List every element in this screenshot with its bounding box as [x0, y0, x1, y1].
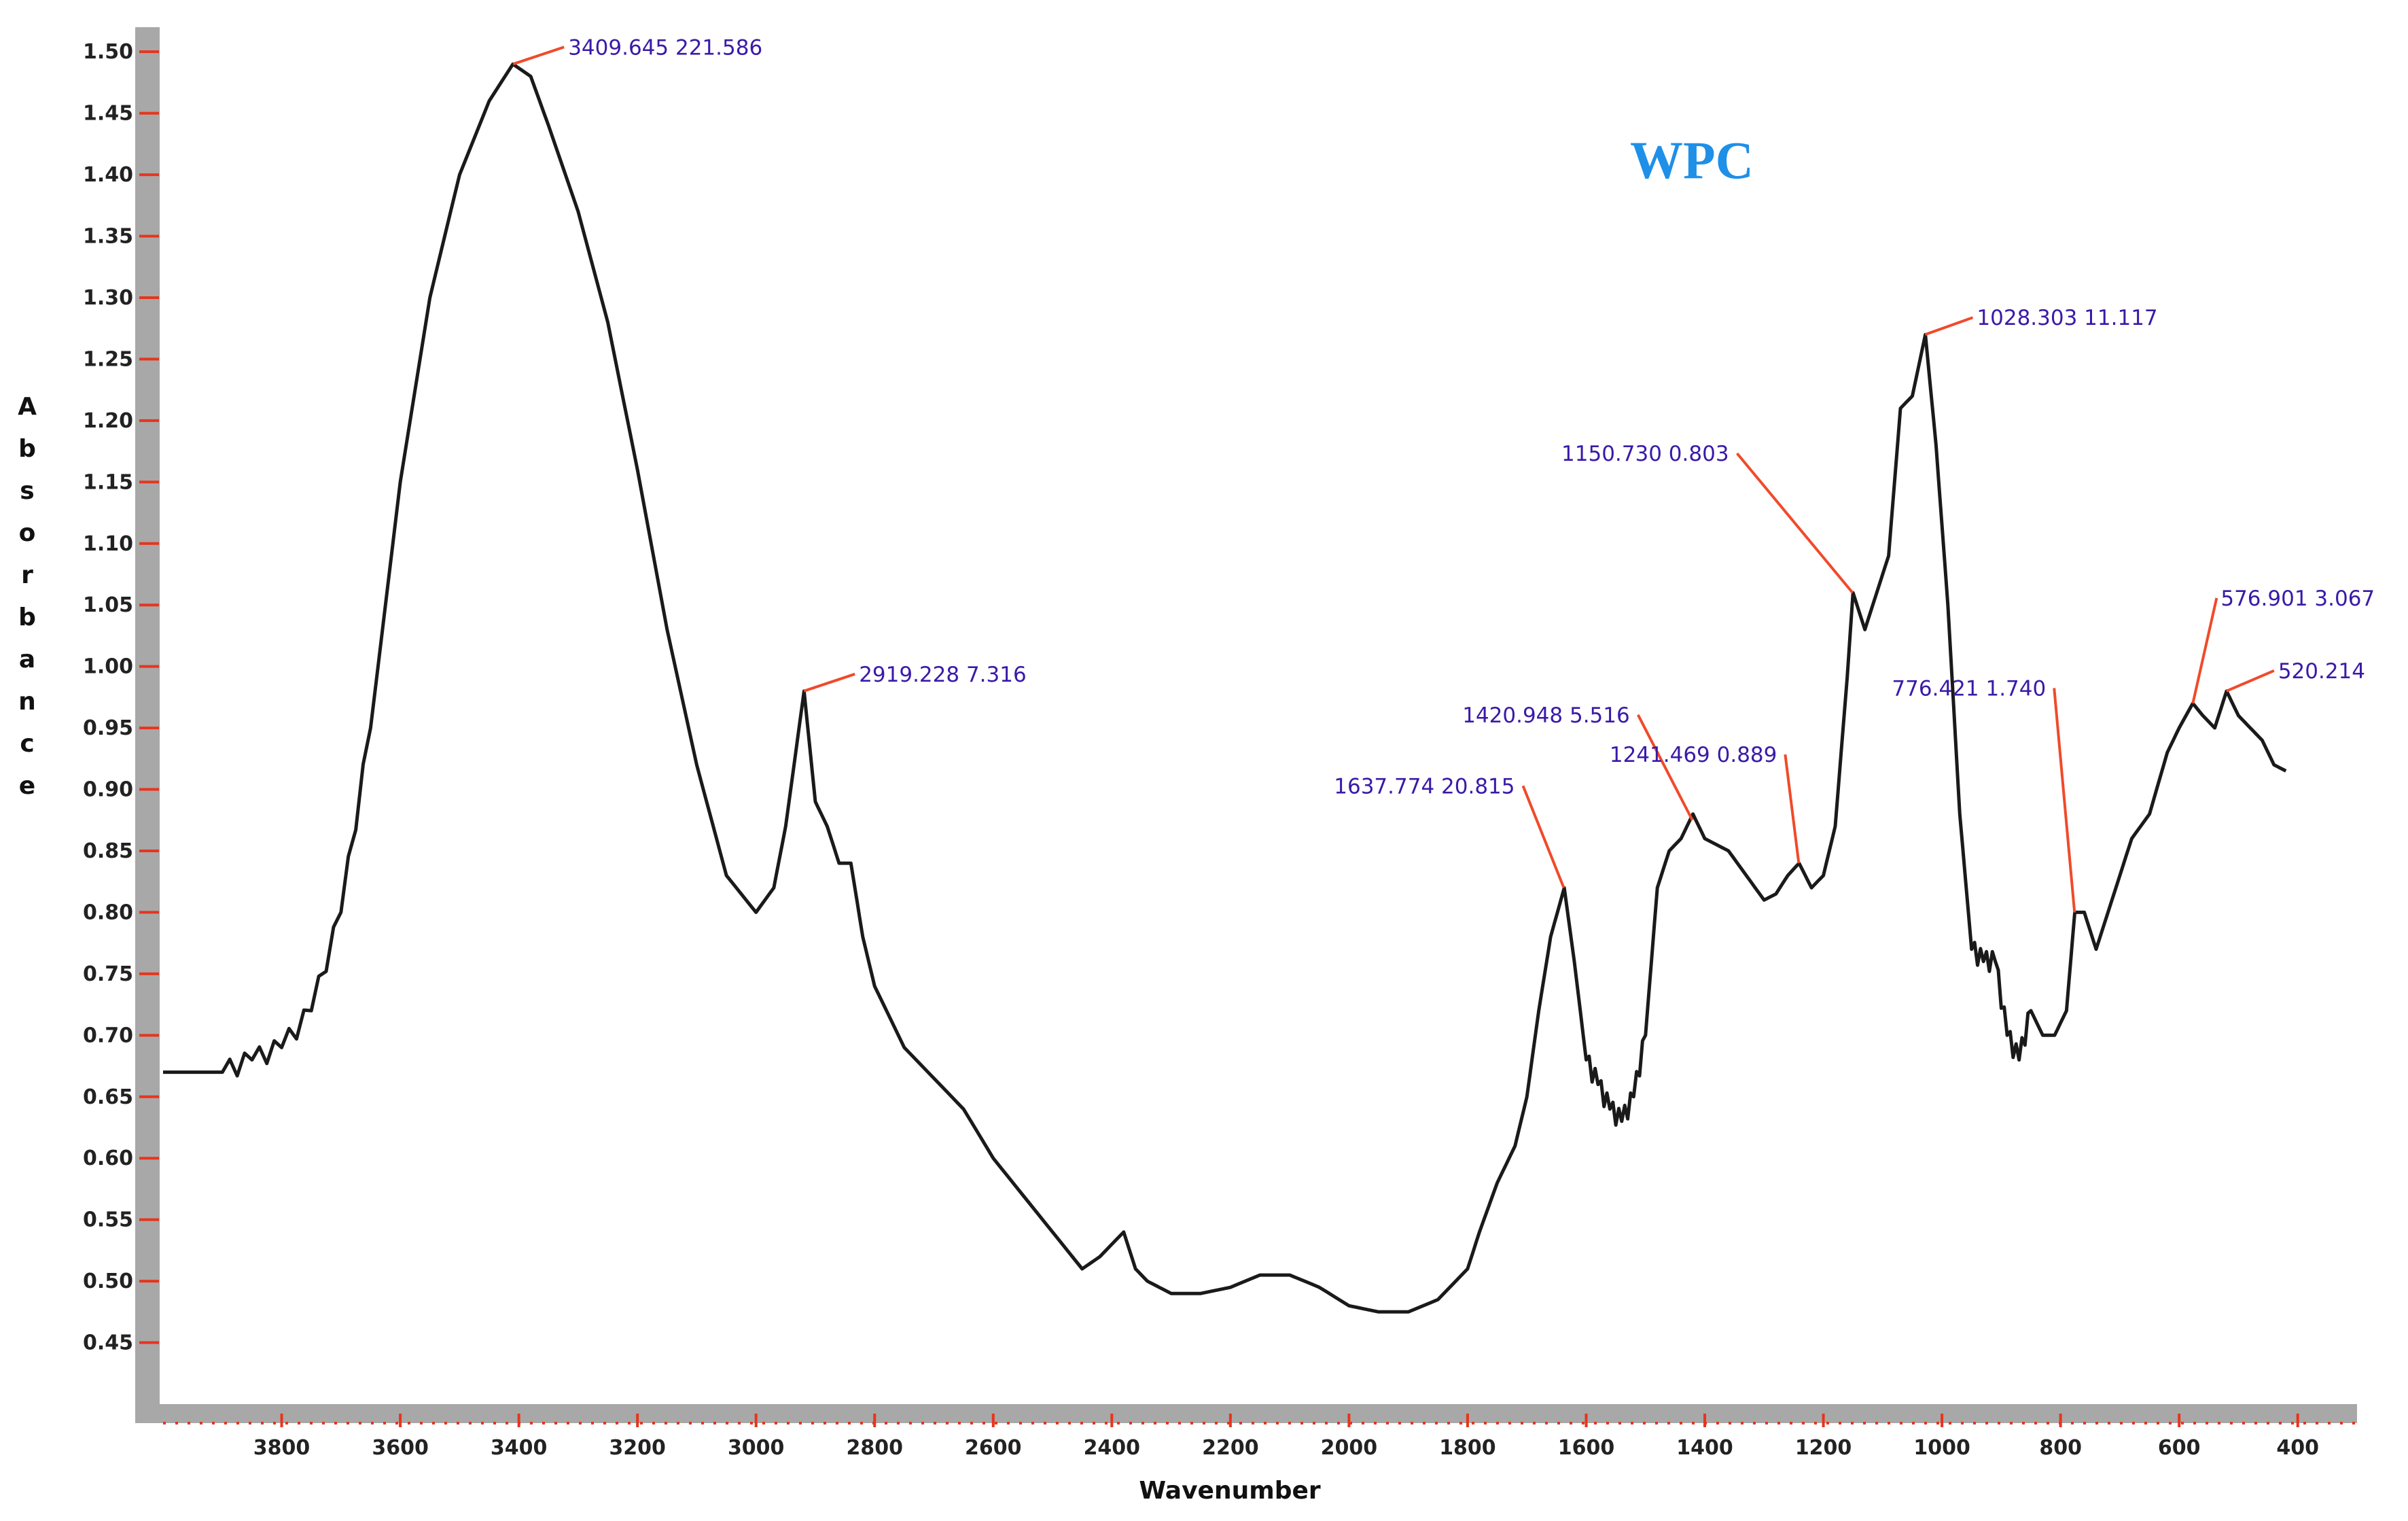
peak-annotation-label: 576.901 3.067: [2220, 587, 2375, 611]
annotation-leader: [1521, 785, 1565, 888]
x-tick-label: 3400: [491, 1436, 548, 1460]
y-axis-title-letter: s: [20, 477, 34, 505]
y-tick-label: 0.85: [83, 839, 133, 863]
x-tick-label: 1000: [1913, 1436, 1970, 1460]
x-tick-label: 2400: [1084, 1436, 1141, 1460]
y-tick-label: 0.75: [83, 962, 133, 986]
annotation-leader: [2053, 688, 2076, 913]
x-tick-label: 2800: [846, 1436, 903, 1460]
y-axis-title-letter: e: [19, 772, 35, 800]
x-tick-label: 400: [2276, 1436, 2319, 1460]
y-tick-label: 1.30: [83, 286, 133, 310]
y-tick-label: 1.45: [83, 102, 133, 126]
x-tick-label: 1400: [1676, 1436, 1733, 1460]
y-axis-title-letter: c: [20, 730, 34, 758]
y-tick-label: 1.35: [83, 225, 133, 249]
y-tick-label: 1.50: [83, 40, 133, 64]
y-axis-title-letter: b: [18, 604, 36, 631]
peak-annotation-label: 3409.645 221.586: [568, 35, 762, 60]
annotation-leader: [512, 46, 565, 66]
y-tick-label: 1.20: [83, 409, 133, 433]
x-tick-label: 600: [2158, 1436, 2201, 1460]
x-tick-label: 2600: [965, 1436, 1022, 1460]
y-tick-label: 1.05: [83, 593, 133, 617]
y-axis-title-letter: A: [18, 393, 37, 421]
y-tick-label: 0.55: [83, 1208, 133, 1232]
y-tick-label: 0.70: [83, 1024, 133, 1047]
peak-annotation-label: 1637.774 20.815: [1334, 774, 1515, 799]
peak-annotations: 3409.645 221.586 2919.228 7.316 1637.774 2…: [512, 35, 2375, 913]
x-tick-label: 3200: [609, 1436, 666, 1460]
peak-annotation-label: 1241.469 0.889: [1610, 743, 1777, 767]
y-axis-title-letter: r: [21, 561, 33, 589]
x-tick-label: 2200: [1202, 1436, 1259, 1460]
x-tick-label: 1200: [1795, 1436, 1852, 1460]
peak-annotation-label: 1028.303 11.117: [1977, 306, 2157, 330]
chart-title: WPC: [1630, 130, 1754, 190]
y-tick-label: 0.45: [83, 1331, 133, 1355]
peak-annotation-label: 776.421 1.740: [1892, 676, 2046, 701]
x-tick-label: 800: [2039, 1436, 2082, 1460]
y-axis-title-letter: a: [19, 646, 35, 674]
y-axis-title-letter: n: [18, 688, 36, 716]
x-tick-label: 2000: [1321, 1436, 1378, 1460]
y-tick-label: 1.00: [83, 655, 133, 679]
y-tick-label: 0.80: [83, 901, 133, 924]
x-axis-ticks: 3800 3600 3400 3200 3000 2800 2600 2400 2200 2000…: [253, 1414, 2319, 1460]
y-tick-label: 0.65: [83, 1085, 133, 1109]
y-axis-title-letter: o: [19, 519, 36, 547]
y-tick-label: 1.25: [83, 347, 133, 371]
x-axis-bar: [135, 1404, 2357, 1423]
y-axis-title-letter: b: [18, 435, 36, 463]
y-tick-label: 0.90: [83, 778, 133, 802]
annotation-leader: [803, 672, 855, 693]
x-tick-label: 3000: [728, 1436, 785, 1460]
x-tick-label: 3800: [253, 1436, 311, 1460]
annotation-leader: [1636, 714, 1694, 821]
annotation-leader: [1736, 452, 1854, 594]
x-tick-label: 1600: [1558, 1436, 1615, 1460]
y-tick-label: 0.60: [83, 1147, 133, 1170]
peak-annotation-label: 1150.730 0.803: [1561, 442, 1729, 466]
annotation-leader: [2191, 597, 2218, 704]
y-tick-label: 0.95: [83, 716, 133, 740]
annotation-leader: [2226, 669, 2275, 693]
annotation-leader: [1784, 754, 1801, 864]
annotation-leader: [1924, 316, 1974, 336]
y-tick-label: 1.15: [83, 470, 133, 494]
x-tick-label: 3600: [372, 1436, 429, 1460]
spectrum-line: [163, 62, 2287, 1314]
y-tick-label: 1.10: [83, 532, 133, 556]
y-axis-bar: [135, 27, 160, 1420]
y-axis-ticks: 1.50 1.45 1.40 1.35 1.30 1.25 1.20 1.15 1.10 1.05…: [83, 40, 159, 1355]
peak-annotation-label: 1420.948 5.516: [1462, 703, 1630, 728]
x-tick-label: 1800: [1439, 1436, 1496, 1460]
y-tick-label: 0.50: [83, 1270, 133, 1293]
y-tick-label: 1.40: [83, 163, 133, 187]
x-axis-title: Wavenumber: [1139, 1477, 1321, 1505]
peak-annotation-label: 2919.228 7.316: [859, 663, 1027, 687]
peak-annotation-label: 520.214: [2278, 659, 2365, 684]
